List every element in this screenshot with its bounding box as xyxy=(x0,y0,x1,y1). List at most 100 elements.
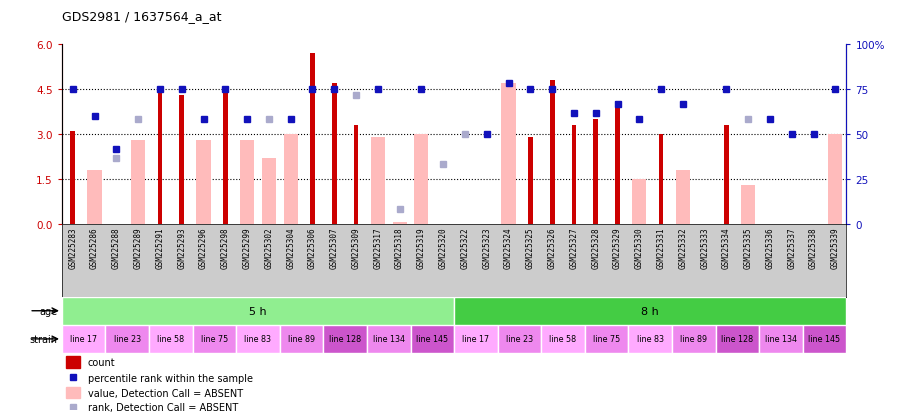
Text: GSM225288: GSM225288 xyxy=(112,227,121,268)
Bar xyxy=(70,132,76,225)
Bar xyxy=(87,171,102,225)
Text: GSM225325: GSM225325 xyxy=(526,227,535,268)
Bar xyxy=(528,138,532,225)
Text: GSM225328: GSM225328 xyxy=(592,227,601,268)
Bar xyxy=(659,135,663,225)
Text: line 83: line 83 xyxy=(637,335,663,344)
Bar xyxy=(237,325,279,353)
Bar xyxy=(332,84,337,225)
Text: count: count xyxy=(87,358,116,368)
Bar xyxy=(715,325,759,353)
Bar xyxy=(392,223,407,225)
Text: age: age xyxy=(39,306,57,316)
Text: GSM225332: GSM225332 xyxy=(678,227,687,268)
Text: line 128: line 128 xyxy=(329,335,361,344)
Text: line 89: line 89 xyxy=(288,335,315,344)
Text: GSM225299: GSM225299 xyxy=(243,227,251,268)
Text: 5 h: 5 h xyxy=(249,306,267,316)
Text: GSM225322: GSM225322 xyxy=(460,227,470,268)
Text: GSM225339: GSM225339 xyxy=(831,227,840,268)
Text: GSM225336: GSM225336 xyxy=(765,227,774,268)
Bar xyxy=(179,96,184,225)
Text: line 23: line 23 xyxy=(506,335,533,344)
Bar xyxy=(828,135,843,225)
Text: GSM225283: GSM225283 xyxy=(68,227,77,268)
Text: rank, Detection Call = ABSENT: rank, Detection Call = ABSENT xyxy=(87,402,238,412)
Text: line 17: line 17 xyxy=(70,335,97,344)
Bar xyxy=(367,325,410,353)
Bar xyxy=(629,325,672,353)
Text: GDS2981 / 1637564_a_at: GDS2981 / 1637564_a_at xyxy=(62,10,221,23)
Bar xyxy=(149,325,193,353)
Bar xyxy=(759,325,803,353)
Bar xyxy=(454,325,498,353)
Text: GSM225327: GSM225327 xyxy=(570,227,579,268)
Bar xyxy=(501,84,516,225)
Text: line 89: line 89 xyxy=(680,335,707,344)
Text: GSM225286: GSM225286 xyxy=(90,227,99,268)
Bar xyxy=(262,159,276,225)
Text: strain: strain xyxy=(29,334,57,344)
Text: GSM225317: GSM225317 xyxy=(373,227,382,268)
Text: GSM225291: GSM225291 xyxy=(156,227,165,268)
Text: GSM225318: GSM225318 xyxy=(395,227,404,268)
Bar xyxy=(632,180,646,225)
Text: GSM225338: GSM225338 xyxy=(809,227,818,268)
Text: GSM225289: GSM225289 xyxy=(134,227,143,268)
Text: GSM225307: GSM225307 xyxy=(329,227,339,268)
Text: GSM225331: GSM225331 xyxy=(657,227,665,268)
Text: GSM225302: GSM225302 xyxy=(265,227,273,268)
Text: GSM225330: GSM225330 xyxy=(635,227,643,268)
Bar xyxy=(676,171,690,225)
Bar xyxy=(803,325,846,353)
Bar xyxy=(724,126,729,225)
Text: GSM225293: GSM225293 xyxy=(177,227,187,268)
Text: percentile rank within the sample: percentile rank within the sample xyxy=(87,373,253,382)
Text: GSM225334: GSM225334 xyxy=(722,227,731,268)
Text: GSM225324: GSM225324 xyxy=(504,227,513,268)
Text: line 17: line 17 xyxy=(462,335,490,344)
Bar xyxy=(66,356,80,368)
Text: GSM225329: GSM225329 xyxy=(613,227,622,268)
Text: GSM225323: GSM225323 xyxy=(482,227,491,268)
Bar xyxy=(323,325,367,353)
Bar xyxy=(106,325,149,353)
Bar xyxy=(370,138,385,225)
Bar xyxy=(240,141,254,225)
Text: line 83: line 83 xyxy=(245,335,271,344)
Bar xyxy=(279,325,323,353)
Bar xyxy=(157,93,162,225)
Bar xyxy=(585,325,629,353)
Bar xyxy=(354,126,359,225)
Text: line 58: line 58 xyxy=(550,335,577,344)
Text: line 23: line 23 xyxy=(114,335,141,344)
Bar xyxy=(310,54,315,225)
Text: line 145: line 145 xyxy=(808,335,841,344)
Text: 8 h: 8 h xyxy=(642,306,659,316)
Bar xyxy=(541,325,585,353)
Text: GSM225326: GSM225326 xyxy=(548,227,557,268)
Text: GSM225296: GSM225296 xyxy=(199,227,208,268)
Bar xyxy=(672,325,715,353)
Bar xyxy=(615,102,620,225)
Bar xyxy=(410,325,454,353)
Text: GSM225320: GSM225320 xyxy=(439,227,448,268)
Bar xyxy=(571,126,576,225)
Bar xyxy=(66,387,80,398)
Text: line 75: line 75 xyxy=(593,335,621,344)
Text: GSM225335: GSM225335 xyxy=(743,227,753,268)
Text: line 145: line 145 xyxy=(416,335,449,344)
Bar xyxy=(498,325,541,353)
Text: GSM225319: GSM225319 xyxy=(417,227,426,268)
Bar xyxy=(131,141,146,225)
Text: GSM225309: GSM225309 xyxy=(351,227,360,268)
Text: GSM225298: GSM225298 xyxy=(221,227,230,268)
Text: line 134: line 134 xyxy=(373,335,405,344)
Bar xyxy=(741,186,755,225)
Text: GSM225337: GSM225337 xyxy=(787,227,796,268)
Bar xyxy=(284,135,298,225)
Bar xyxy=(223,90,228,225)
Bar xyxy=(62,325,106,353)
Text: GSM225333: GSM225333 xyxy=(700,227,709,268)
Text: value, Detection Call = ABSENT: value, Detection Call = ABSENT xyxy=(87,388,243,398)
